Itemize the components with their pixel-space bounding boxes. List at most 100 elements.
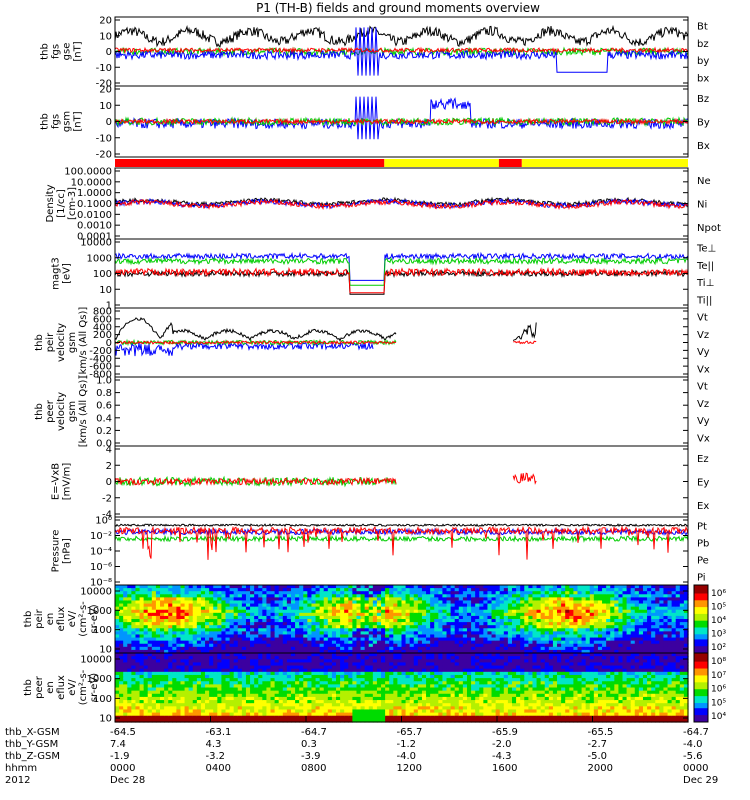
heatmap-cell: [229, 591, 235, 595]
heatmap-cell: [663, 597, 669, 602]
heatmap-cell: [180, 715, 186, 720]
heatmap-cell: [290, 628, 296, 632]
heatmap-cell: [151, 684, 157, 689]
heatmap-cell: [577, 646, 583, 651]
heatmap-cell: [123, 693, 128, 698]
heatmap-cell: [638, 643, 644, 648]
heatmap-cell: [659, 631, 665, 636]
heatmap-cell: [364, 643, 370, 648]
heatmap-cell: [221, 656, 227, 660]
heatmap-cell: [630, 597, 636, 602]
heatmap-cell: [319, 594, 325, 598]
heatmap-cell: [655, 585, 660, 589]
heatmap-cell: [495, 615, 501, 620]
heatmap-cell: [589, 597, 595, 602]
heatmap-cell: [254, 603, 259, 608]
heatmap-cell: [233, 615, 239, 620]
heatmap-cell: [552, 594, 558, 598]
heatmap-cell: [221, 706, 227, 711]
heatmap-cell: [270, 585, 276, 589]
heatmap-cell: [258, 700, 263, 704]
heatmap-cell: [540, 622, 546, 626]
heatmap-cell: [340, 656, 345, 660]
heatmap-cell: [528, 594, 534, 598]
heatmap-cell: [356, 674, 362, 679]
heatmap-cell: [245, 665, 251, 670]
heatmap-cell: [655, 615, 660, 620]
heatmap-cell: [115, 609, 120, 614]
heatmap-cell: [119, 631, 124, 636]
heatmap-cell: [356, 656, 362, 660]
heatmap-cell: [475, 637, 480, 642]
heatmap-cell: [364, 684, 370, 689]
heatmap-cell: [475, 634, 480, 639]
heatmap-cell: [299, 678, 304, 682]
colorbar-step: [694, 624, 708, 627]
heatmap-cell: [229, 588, 235, 592]
heatmap-cell: [462, 603, 468, 608]
heatmap-cell: [397, 643, 403, 648]
heatmap-cell: [344, 585, 349, 589]
heatmap-cell: [155, 706, 161, 711]
heatmap-cell: [487, 594, 493, 598]
heatmap-cell: [164, 594, 169, 598]
heatmap-cell: [331, 678, 337, 682]
heatmap-cell: [336, 671, 341, 676]
heatmap-cell: [192, 594, 198, 598]
heatmap-cell: [352, 643, 358, 648]
heatmap-cell: [421, 649, 427, 654]
heatmap-cell: [299, 631, 304, 636]
heatmap-cell: [381, 662, 386, 667]
heatmap-cell: [389, 674, 394, 679]
heatmap-cell: [262, 615, 268, 620]
heatmap-cell: [585, 615, 591, 620]
heatmap-cell: [532, 615, 538, 620]
heatmap-cell: [164, 634, 169, 639]
heatmap-cell: [164, 671, 169, 676]
heatmap-cell: [331, 665, 337, 670]
heatmap-cell: [356, 631, 362, 636]
heatmap-cell: [368, 715, 374, 720]
heatmap-cell: [344, 668, 349, 673]
heatmap-cell: [184, 640, 190, 645]
heatmap-cell: [200, 656, 206, 660]
heatmap-cell: [147, 678, 153, 682]
heatmap-cell: [401, 643, 407, 648]
heatmap-cell: [655, 600, 660, 605]
heatmap-cell: [266, 637, 272, 642]
heatmap-cell: [286, 585, 292, 589]
heatmap-cell: [176, 625, 182, 629]
heatmap-cell: [446, 634, 452, 639]
heatmap-cell: [192, 640, 198, 645]
heatmap-cell: [254, 671, 259, 676]
heatmap-cell: [614, 628, 620, 632]
heatmap-cell: [434, 612, 439, 617]
heatmap-cell: [139, 684, 145, 689]
heatmap-cell: [250, 653, 255, 657]
heatmap-cell: [250, 615, 255, 620]
heatmap-cell: [233, 631, 239, 636]
heatmap-cell: [524, 603, 529, 608]
heatmap-cell: [458, 622, 464, 626]
heatmap-cell: [426, 597, 431, 602]
heatmap-cell: [348, 706, 353, 711]
heatmap-cell: [245, 715, 251, 720]
heatmap-cell: [356, 615, 362, 620]
heatmap-cell: [311, 640, 317, 645]
heatmap-cell: [426, 612, 431, 617]
heatmap-cell: [295, 631, 300, 636]
heatmap-cell: [393, 588, 398, 592]
y-tick-label: -4: [102, 510, 112, 521]
heatmap-cell: [651, 637, 656, 642]
heatmap-cell: [164, 640, 169, 645]
heatmap-cell: [597, 646, 603, 651]
heatmap-cell: [647, 637, 652, 642]
heatmap-cell: [307, 674, 313, 679]
heatmap-cell: [188, 653, 194, 657]
heatmap-cell: [164, 631, 169, 636]
heatmap-cell: [385, 615, 390, 620]
heatmap-cell: [176, 693, 182, 698]
heatmap-cell: [225, 619, 231, 623]
heatmap-cell: [401, 709, 407, 714]
heatmap-cell: [254, 659, 259, 664]
